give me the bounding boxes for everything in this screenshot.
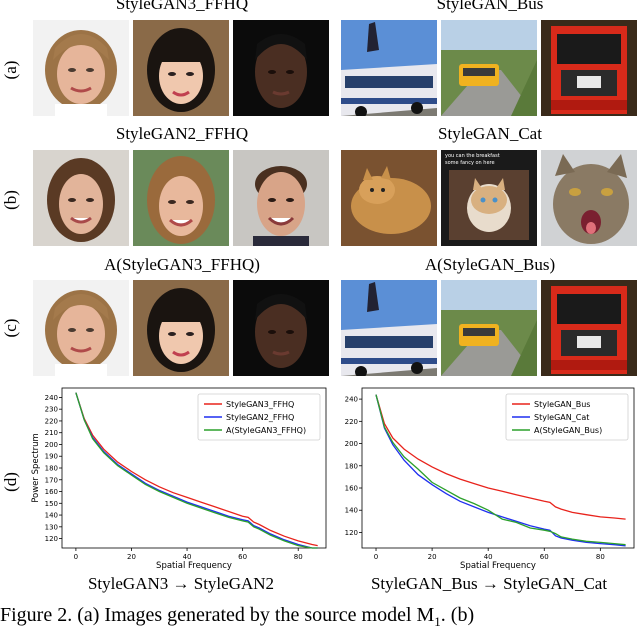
face-asian-girl-adapted-image: [133, 280, 229, 376]
y-tick-label: 200: [345, 440, 358, 448]
bus-red-front-image: [541, 20, 637, 116]
y-tick-label: 220: [345, 418, 358, 426]
series-line: [375, 394, 626, 520]
y-tick-label: 210: [45, 429, 58, 437]
series-line: [75, 392, 318, 547]
y-tick-label: 120: [45, 535, 58, 543]
legend-entry: StyleGAN_Cat: [534, 413, 589, 422]
x-tick-label: 20: [127, 553, 136, 561]
legend-entry: StyleGAN_Bus: [534, 400, 590, 409]
figure-caption-end: . (b): [440, 604, 475, 626]
y-tick-label: 140: [345, 507, 358, 515]
title-row-a-left: StyleGAN3_FFHQ: [115, 0, 249, 13]
row-label-c: (c): [1, 318, 20, 338]
y-tick-label: 130: [45, 523, 58, 531]
bus-blue-white-adapted-image: [341, 280, 437, 376]
legend-entry: StyleGAN3_FFHQ: [226, 400, 294, 409]
title-row-c-left: A(StyleGAN3_FFHQ): [104, 255, 260, 274]
meme-text-line1: you can the breakfast: [445, 153, 500, 159]
face-smiling-woman-image: [133, 150, 229, 246]
figure-caption-text: Figure 2. (a) Images generated by the so…: [0, 604, 435, 626]
chart-left-svg: 0 20 40 60 80 120 130 140 150 160 170 180 190 200 210 2…: [31, 387, 327, 571]
chart-right-svg: 0 20 40 60 80 120 140 160 180 200 220 240 Spatial Fr…: [345, 387, 635, 571]
y-tick-label: 190: [45, 453, 58, 461]
face-asian-girl-image: [133, 20, 229, 116]
face-blonde-woman-adapted-image: [33, 280, 129, 376]
face-dark-woman-adapted-image: [233, 280, 329, 376]
subcaption-left: StyleGAN3 → StyleGAN2: [87, 574, 275, 593]
power-spectrum-chart-left: 0 20 40 60 80 120 130 140 150 160 170 180 190 200 210 2…: [30, 384, 332, 571]
cat-orange-lying-image: [341, 150, 437, 246]
row-label-a: (a): [1, 60, 20, 80]
series-line: [375, 394, 626, 546]
meme-text-line2: some fancy on here: [445, 160, 495, 166]
legend-box: [505, 393, 629, 441]
title-row-b-right: StyleGAN_Cat: [438, 124, 542, 143]
y-tick-label: 170: [45, 476, 58, 484]
x-tick-label: 20: [428, 553, 437, 561]
face-dark-woman-image: [233, 20, 329, 116]
x-tick-label: 60: [238, 553, 247, 561]
row-label-d: (d): [1, 472, 20, 492]
cat-tabby-yawn-image: [541, 150, 637, 246]
face-woman-brown-hair-image: [33, 150, 129, 246]
series-line: [75, 392, 318, 549]
title-row-a-right: StyleGAN_Bus: [436, 0, 544, 13]
y-tick-label: 140: [45, 512, 58, 520]
legend-entry: A(StyleGAN_Bus): [534, 426, 602, 435]
series-line: [75, 392, 318, 549]
title-row-c-right: A(StyleGAN_Bus): [424, 255, 556, 274]
y-tick-label: 240: [345, 396, 358, 404]
y-tick-label: 150: [45, 500, 58, 508]
figure-caption-subscript: 1: [434, 614, 441, 629]
bus-yellow-road-image: [441, 20, 537, 116]
x-tick-label: 0: [74, 553, 78, 561]
y-tick-label: 160: [45, 488, 58, 496]
x-axis-label: Spatial Frequency: [460, 561, 536, 570]
bus-red-front-adapted-image: [541, 280, 637, 376]
legend-entry: StyleGAN2_FFHQ: [226, 413, 294, 422]
y-tick-label: 230: [45, 406, 58, 414]
bus-blue-white-image: [341, 20, 437, 116]
y-tick-label: 180: [45, 465, 58, 473]
y-tick-label: 240: [45, 394, 58, 402]
row-label-b: (b): [1, 190, 20, 210]
series-line: [375, 394, 626, 547]
title-row-b-left: StyleGAN2_FFHQ: [115, 124, 249, 143]
subcaption-right: StyleGAN_Bus → StyleGAN_Cat: [370, 574, 608, 593]
y-tick-label: 160: [345, 485, 358, 493]
x-tick-label: 80: [294, 553, 303, 561]
y-tick-label: 200: [45, 441, 58, 449]
y-tick-label: 120: [345, 529, 358, 537]
cat-kitten-meme-image: you can the breakfast some fancy on here: [441, 150, 537, 246]
face-blonde-woman-image: [33, 20, 129, 116]
x-axis-label: Spatial Frequency: [156, 561, 232, 570]
y-axis-label: Power Spectrum: [31, 433, 41, 503]
figure-caption: Figure 2. (a) Images generated by the so…: [0, 604, 640, 630]
y-tick-label: 180: [345, 462, 358, 470]
bus-yellow-road-adapted-image: [441, 280, 537, 376]
legend-entry: A(StyleGAN3_FFHQ): [226, 426, 306, 435]
x-tick-label: 60: [540, 553, 549, 561]
y-tick-label: 220: [45, 417, 58, 425]
x-tick-label: 0: [374, 553, 378, 561]
x-tick-label: 40: [484, 553, 493, 561]
face-smiling-man-image: [233, 150, 329, 246]
power-spectrum-chart-right: 0 20 40 60 80 120 140 160 180 200 220 240 Spatial Fr…: [338, 384, 640, 571]
x-tick-label: 40: [183, 553, 192, 561]
x-tick-label: 80: [596, 553, 605, 561]
legend-box: [197, 393, 321, 441]
